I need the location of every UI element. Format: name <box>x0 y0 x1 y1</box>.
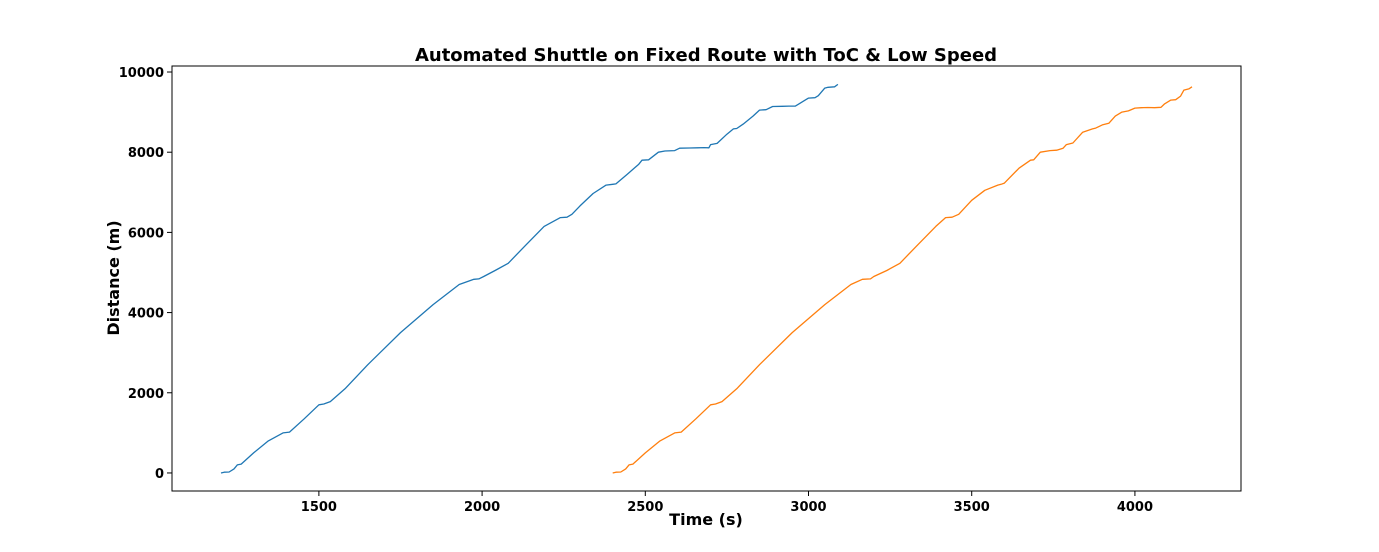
y-tick-label: 8000 <box>128 146 164 161</box>
x-tick-label: 3000 <box>790 500 826 515</box>
x-tick-label: 1500 <box>301 500 337 515</box>
series-line-2 <box>612 86 1193 474</box>
y-axis-label: Distance (m) <box>104 220 123 335</box>
y-tick-label: 6000 <box>128 226 164 241</box>
series-layer <box>220 83 1193 474</box>
x-axis: 1500 2000 2500 3000 3500 4000 <box>301 491 1153 515</box>
x-axis-label: Time (s) <box>669 510 743 529</box>
plot-frame <box>171 65 1242 492</box>
chart-title: Automated Shuttle on Fixed Route with To… <box>415 45 997 66</box>
y-tick-label: 0 <box>155 467 164 482</box>
y-tick-label: 2000 <box>128 387 164 402</box>
y-axis: 0 2000 4000 6000 8000 10000 <box>119 66 172 482</box>
series-line-1 <box>220 83 839 474</box>
x-tick-label: 2000 <box>464 500 500 515</box>
x-tick-label: 2500 <box>627 500 663 515</box>
x-tick-label: 4000 <box>1117 500 1153 515</box>
y-tick-label: 10000 <box>119 66 164 81</box>
x-tick-label: 3500 <box>954 500 990 515</box>
y-tick-label: 4000 <box>128 307 164 322</box>
